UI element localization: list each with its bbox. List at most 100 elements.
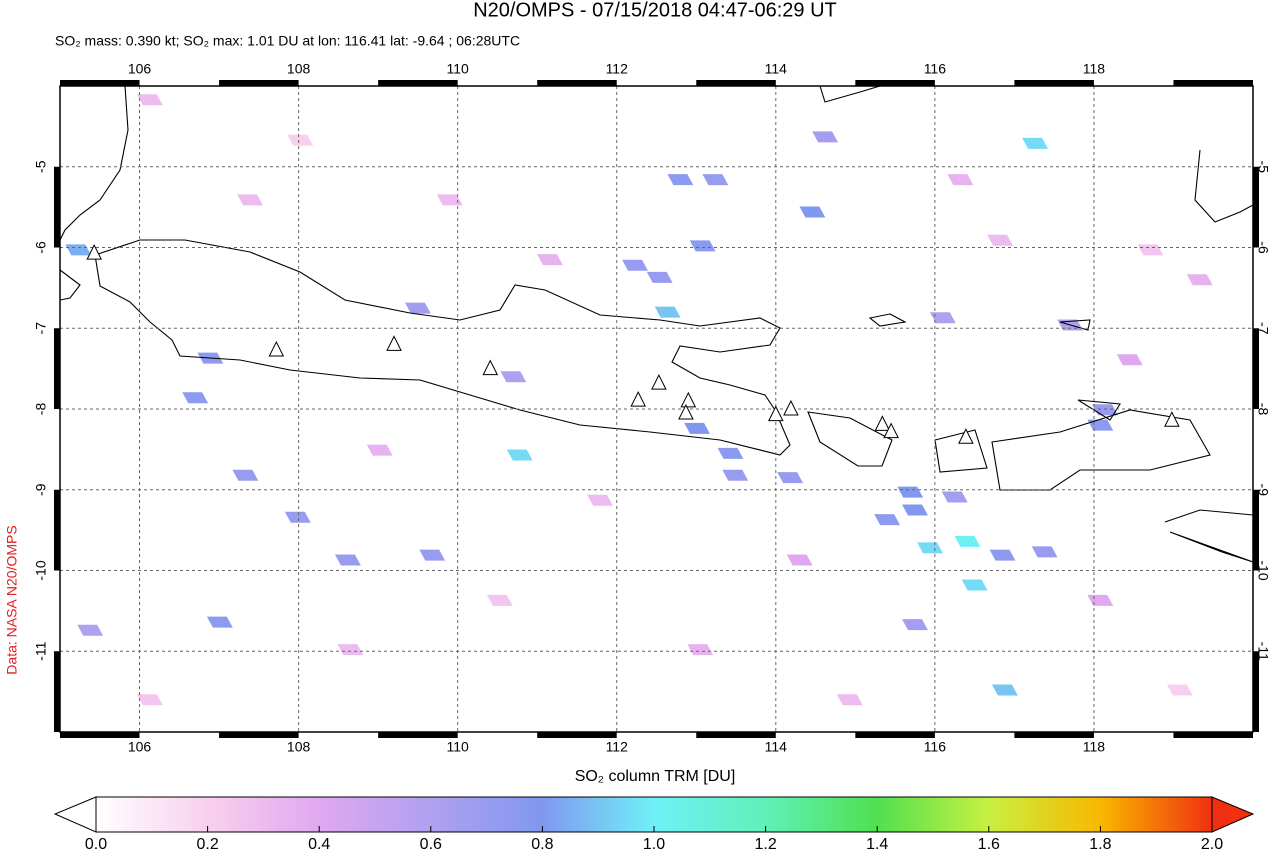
- y-tick-label: -9: [1255, 484, 1271, 497]
- frame-bar: [537, 80, 617, 86]
- axes-layer: 106 106 108 108 110 110 112 112 114 114 116 116 118 1…: [33, 61, 1272, 755]
- so2-cell: [717, 447, 744, 459]
- y-tick-label: -5: [1255, 161, 1271, 174]
- lombok-coast: [934, 429, 988, 473]
- x-tick-label: 116: [924, 739, 947, 755]
- so2-cell: [941, 491, 968, 503]
- so2-cell: [65, 244, 92, 256]
- so2-cell: [646, 271, 673, 283]
- frame-bar: [696, 732, 776, 738]
- frame-bar: [696, 80, 776, 86]
- y-tick-label: -7: [1255, 322, 1271, 335]
- colorbar-tick-label: 2.0: [1201, 836, 1223, 853]
- so2-cell: [836, 694, 863, 706]
- volcano: [958, 428, 974, 444]
- volcano: [1164, 411, 1180, 427]
- sumbawa-coast: [991, 409, 1211, 491]
- so2-cell: [954, 535, 981, 547]
- so2-cell: [654, 306, 681, 318]
- so2-cell: [136, 94, 163, 106]
- so2-cell: [232, 469, 259, 481]
- y-tick-label: -8: [1255, 403, 1271, 416]
- colorbar-tick-label: 0.4: [308, 836, 330, 853]
- x-tick-label: 114: [765, 61, 788, 77]
- so2-cell: [486, 594, 513, 606]
- so2-cell: [1031, 546, 1058, 558]
- volcano: [630, 390, 647, 407]
- frame-bar: [378, 80, 458, 86]
- volcano: [268, 340, 285, 357]
- chart-title: N20/OMPS - 07/15/2018 04:47-06:29 UT: [473, 0, 837, 21]
- frame-bar: [537, 732, 617, 738]
- frame-bar: [1014, 732, 1094, 738]
- chart-subtitle: SO₂ mass: 0.390 kt; SO₂ max: 1.01 DU at …: [55, 33, 520, 49]
- so2-cell: [536, 254, 563, 266]
- cell-layer: [65, 94, 1213, 706]
- sumatra-coast: [60, 269, 81, 301]
- x-tick-label: 110: [447, 739, 470, 755]
- x-tick-label: 118: [1083, 739, 1106, 755]
- so2-cell: [404, 302, 431, 314]
- frame-bar: [1253, 166, 1259, 248]
- so2-cell: [917, 542, 944, 554]
- volcano: [680, 391, 697, 408]
- frame-bar: [855, 80, 935, 86]
- so2-cell: [237, 194, 264, 206]
- x-tick-label: 108: [287, 61, 311, 77]
- y-tick-label: -7: [33, 322, 49, 335]
- frame-bar: [1253, 328, 1259, 409]
- so2-cell: [1087, 419, 1114, 431]
- so2-cell: [991, 684, 1018, 696]
- frame-bar: [60, 80, 140, 86]
- y-tick-label: -11: [33, 641, 49, 660]
- so2-cell: [1116, 354, 1143, 366]
- so2-cell: [987, 234, 1014, 246]
- x-tick-label: 118: [1083, 61, 1106, 77]
- colorbar: 0.0 0.2 0.4 0.6 0.8 1.0 1.2 1.4 1.6 1.8 2.0: [53, 796, 1255, 853]
- so2-cell: [206, 616, 233, 628]
- so2-cell: [284, 511, 311, 523]
- colorbar-tick-label: 1.8: [1089, 836, 1111, 853]
- x-tick-label: 116: [924, 61, 947, 77]
- volcano: [86, 244, 103, 260]
- frame-bar: [1173, 732, 1253, 738]
- so2-cell: [622, 259, 648, 271]
- volcano-layer: [86, 244, 1180, 444]
- so2-cell: [1166, 684, 1193, 696]
- so2-cell: [929, 312, 956, 324]
- so2-cell: [874, 514, 901, 526]
- so2-cell: [337, 644, 364, 656]
- so2-cell: [786, 554, 813, 566]
- colorbar-tick-label: 0.8: [531, 836, 553, 853]
- frame-bar: [54, 328, 60, 409]
- so2-cell: [419, 549, 446, 561]
- colorbar-tick-label: 0.6: [420, 836, 442, 853]
- volcano: [651, 374, 667, 390]
- so2-cell: [136, 694, 163, 706]
- so2-cell: [961, 579, 988, 591]
- grid-layer: [60, 86, 1253, 732]
- x-tick-label: 114: [765, 739, 788, 755]
- sulawesi-coast: [1194, 149, 1253, 223]
- volcano: [482, 359, 499, 376]
- volcano: [386, 335, 402, 351]
- borneo-coast: [819, 86, 881, 103]
- frame-bar: [1014, 80, 1094, 86]
- colorbar-over: [1211, 796, 1255, 833]
- x-tick-label: 112: [606, 61, 629, 77]
- y-tick-label: -10: [33, 560, 49, 580]
- so2-cell: [77, 624, 104, 636]
- frame-bar: [54, 489, 60, 571]
- colorbar-tick-label: 0.2: [196, 836, 218, 853]
- so2-cell: [182, 392, 209, 404]
- so2-cell: [287, 134, 314, 146]
- y-tick-label: -10: [1255, 560, 1271, 580]
- so2-cell: [436, 194, 463, 206]
- x-tick-label: 112: [606, 739, 629, 755]
- x-tick-label: 110: [447, 61, 470, 77]
- so2-cell: [684, 422, 711, 434]
- so2-cell: [689, 240, 716, 252]
- so2-cell: [722, 469, 749, 481]
- colorbar-tick-label: 1.2: [754, 836, 776, 853]
- sumatra-coast: [60, 86, 129, 241]
